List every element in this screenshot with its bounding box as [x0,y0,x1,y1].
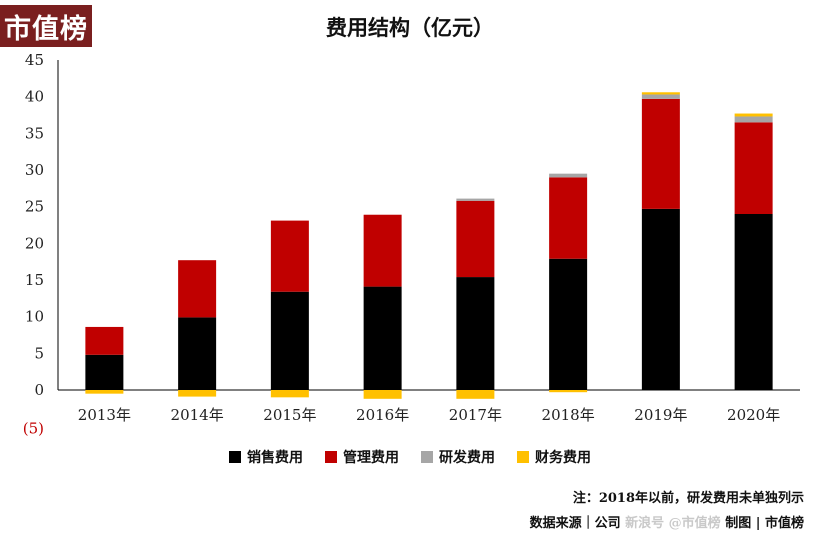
bar-segment [456,390,495,399]
y-tick-label: 15 [25,271,44,289]
chart-legend: 销售费用 管理费用 研发费用 财务费用 [0,447,820,467]
x-tick-label: 2020年 [727,406,780,424]
bar-segment [456,198,495,201]
y-tick-label: 25 [25,198,44,216]
bar-segment [85,326,124,355]
stacked-bar-chart: (5) 0 5 10 15 20 25 30 35 40 45 2013年 2014年 2015年 2016… [23,51,800,438]
bar-segment [178,390,217,397]
x-tick-label: 2013年 [78,406,131,424]
bar-segment [641,94,680,99]
legend-item: 财务费用 [517,447,591,467]
x-tick-label: 2017年 [449,406,502,424]
x-tick-label: 2016年 [356,406,409,424]
bar-segment [363,286,402,390]
legend-label: 管理费用 [343,450,399,466]
x-tick-label: 2019年 [634,406,687,424]
brand-logo: 市值榜 [0,5,92,47]
bar-segment [270,291,309,390]
x-tick-label: 2014年 [171,406,224,424]
bar-segment [456,277,495,390]
watermark: 新浪号 @市值榜 [625,516,721,531]
legend-label: 销售费用 [247,450,303,466]
credit-text: 制图 | 市值榜 [725,516,804,531]
bar-segment [85,390,124,394]
y-tick-label: 0 [34,381,44,399]
footnote: 注：2018年以前，研发费用未单独列示 [572,491,804,506]
legend-swatch [517,451,529,463]
legend-label: 财务费用 [535,450,591,466]
bar-segment [549,258,588,390]
bar-segment [549,390,588,393]
x-tick-label: 2018年 [542,406,595,424]
bar-segment [641,92,680,95]
y-tick-label: 40 [25,88,44,106]
bar-segment [734,113,773,117]
legend-swatch [325,451,337,463]
legend-item: 管理费用 [325,447,399,467]
bar-segment [641,98,680,209]
legend-label: 研发费用 [439,450,495,466]
bar-segment [549,173,588,178]
bar-segment [734,214,773,390]
bar-segment [456,200,495,278]
y-tick-label: 20 [25,234,44,252]
bar-segment [85,354,124,390]
bar-segment [270,220,309,292]
source-text: 数据来源｜公司 [529,516,621,531]
legend-swatch [229,451,241,463]
legend-swatch [421,451,433,463]
x-tick-label: 2015年 [263,406,316,424]
y-tick-label: 30 [25,161,44,179]
bar-segment [363,390,402,399]
legend-item: 销售费用 [229,447,303,467]
chart-title: 费用结构（亿元） [326,15,494,40]
y-tick-label: 45 [25,51,44,69]
y-tick-label: (5) [23,420,44,438]
bar-segment [641,208,680,390]
bar-segment [734,116,773,123]
legend-item: 研发费用 [421,447,495,467]
y-tick-label: 5 [34,344,44,362]
y-tick-label: 35 [25,124,44,142]
bar-segment [270,390,309,398]
bar-segment [734,122,773,214]
source-line: 数据来源｜公司 新浪号 @市值榜 制图 | 市值榜 [530,512,804,531]
bar-segment [178,317,217,390]
bar-segment [549,177,588,259]
y-tick-label: 10 [25,308,44,326]
bar-segment [363,214,402,287]
bar-segment [178,260,217,318]
